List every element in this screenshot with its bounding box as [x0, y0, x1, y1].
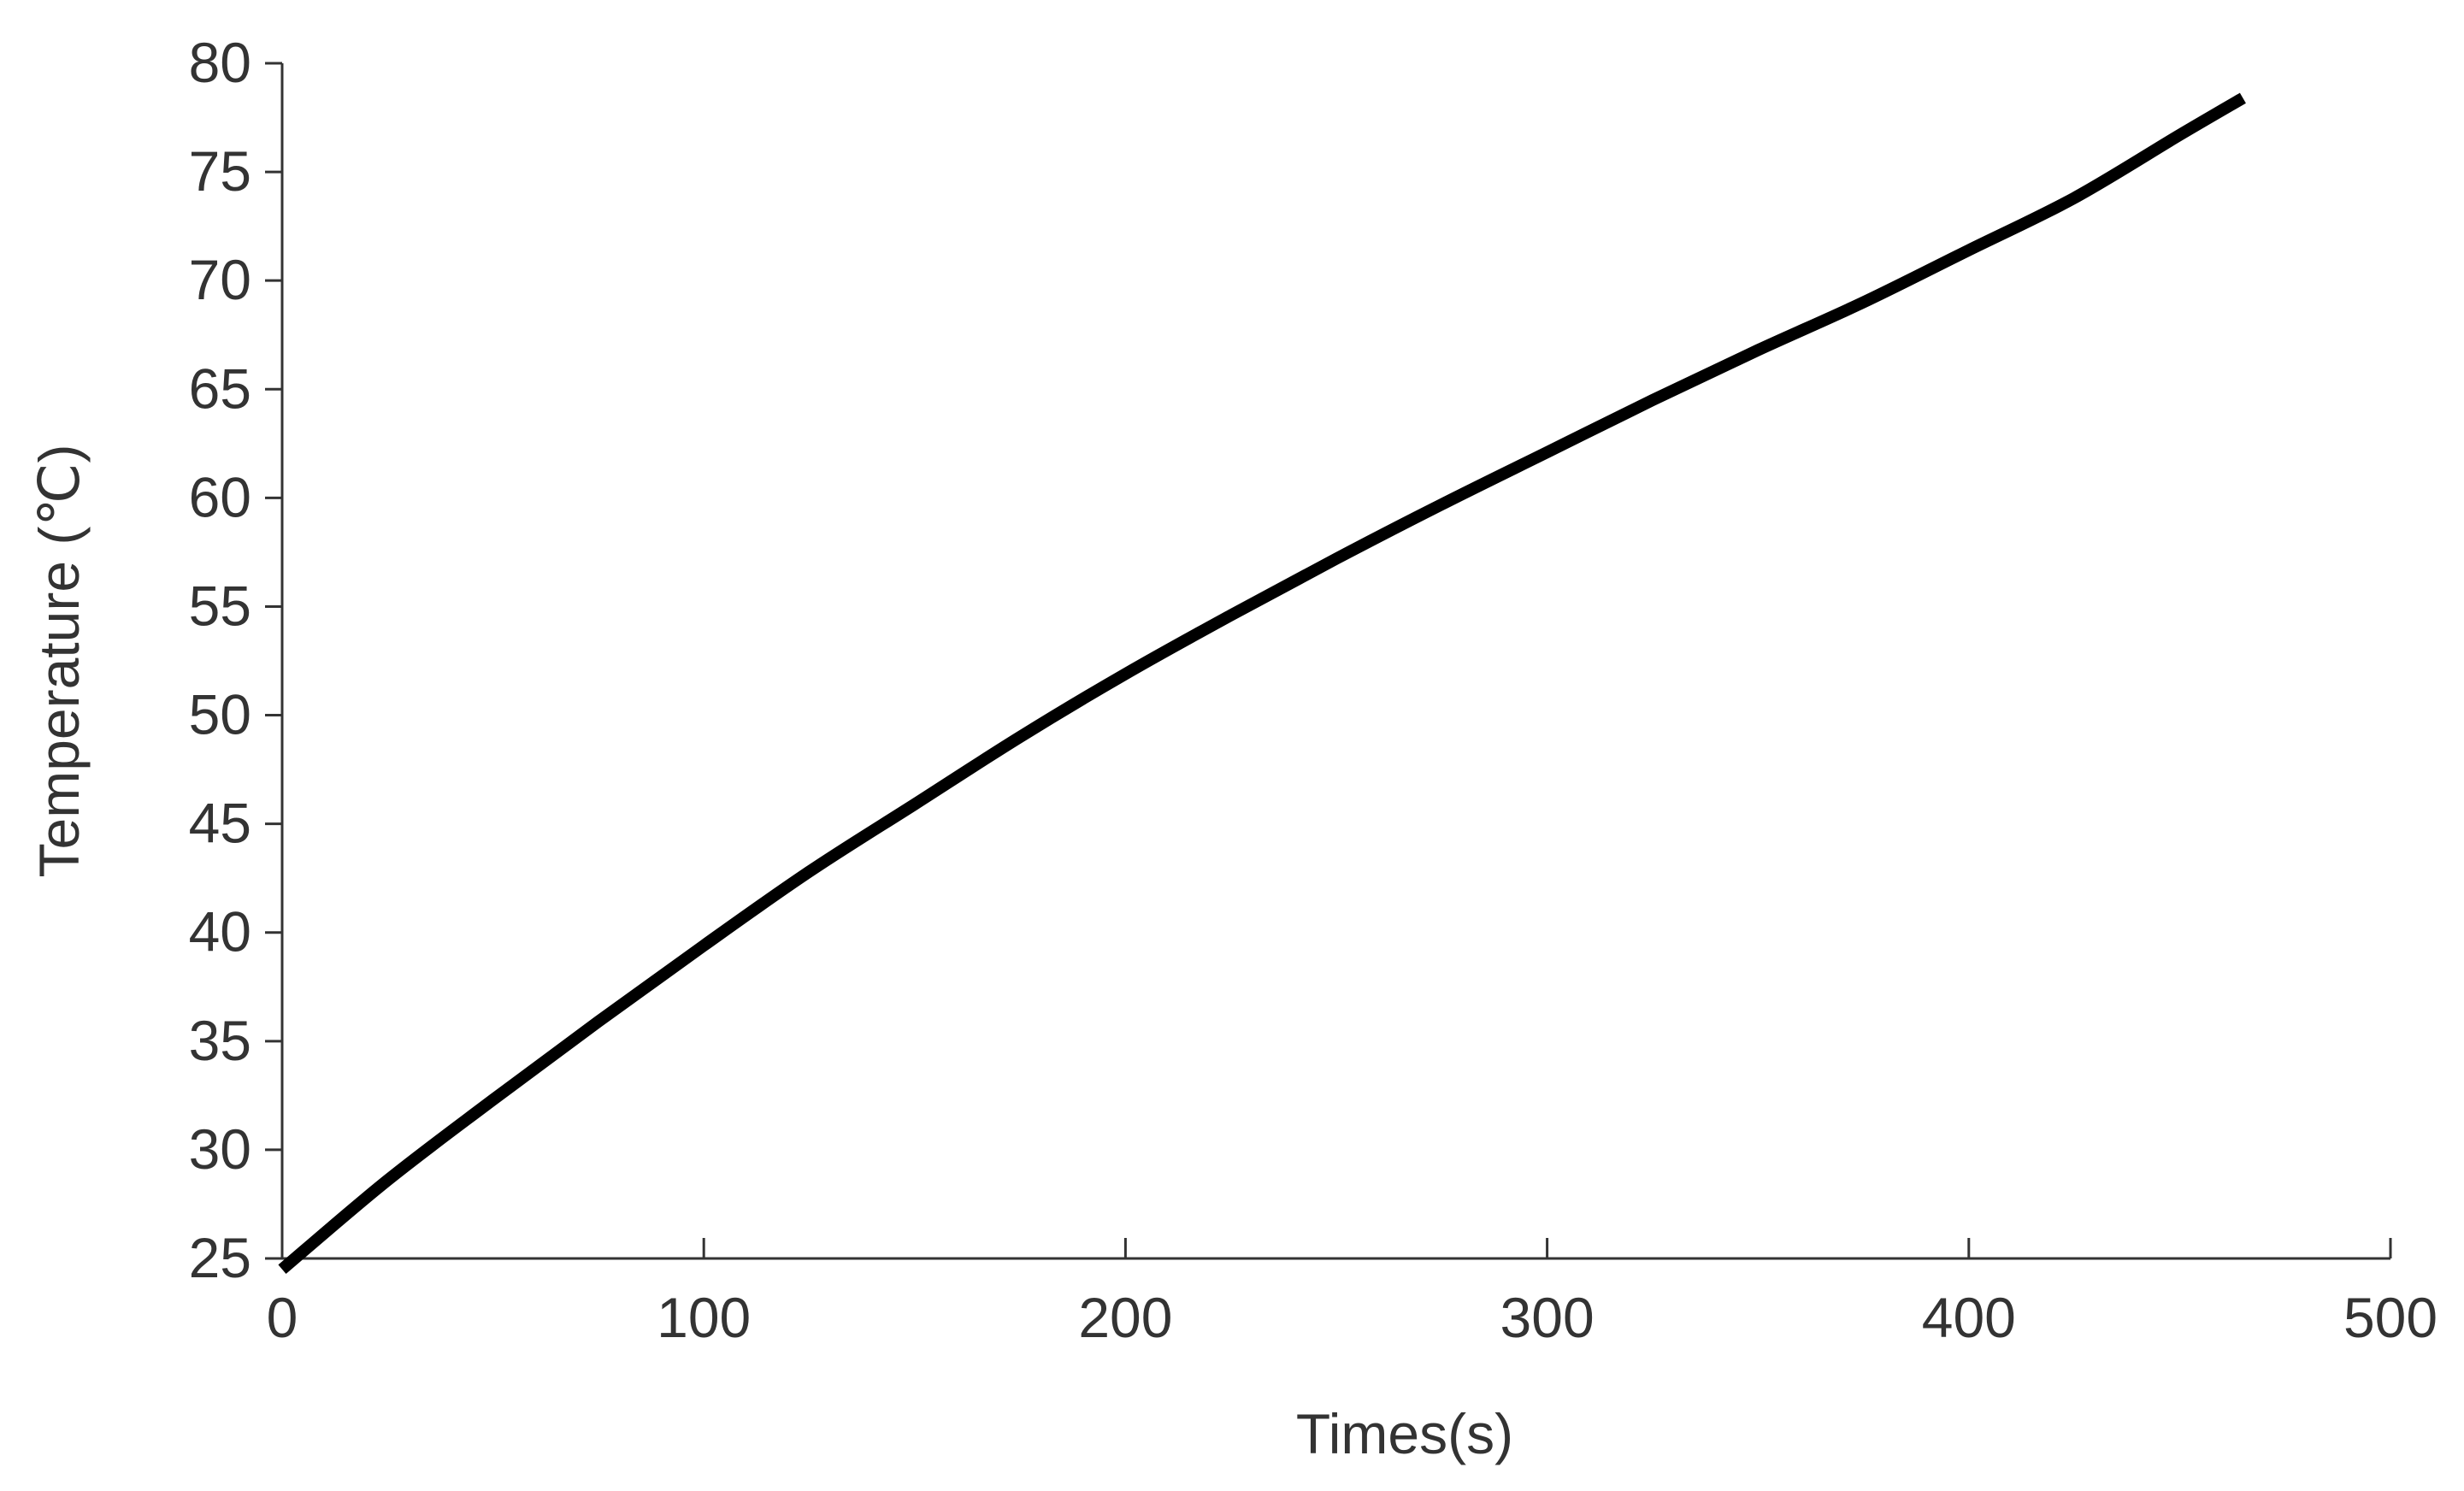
y-tick-label: 55	[189, 574, 251, 637]
temperature-series-line	[278, 92, 2246, 1275]
plot-frame	[280, 63, 2390, 1260]
series-layer	[278, 92, 2246, 1275]
x-axis-title: Times(s)	[1296, 1402, 1513, 1465]
x-axis-ticks: 0 100 200 300 400 500	[267, 1238, 2437, 1349]
y-tick-label: 25	[189, 1226, 251, 1289]
y-tick-label: 50	[189, 683, 251, 746]
y-tick-label: 40	[189, 900, 251, 964]
y-tick-label: 75	[189, 139, 251, 203]
y-tick-label: 70	[189, 248, 251, 311]
y-axis-title: Temperature (℃)	[27, 445, 91, 878]
y-axis-ticks: 25 30 35 40 45 50 55 60 65 70 75 80	[189, 31, 282, 1289]
x-tick-label: 200	[1078, 1286, 1172, 1349]
y-tick-label: 35	[189, 1009, 251, 1072]
y-tick-label: 45	[189, 792, 251, 855]
x-tick-label: 300	[1500, 1286, 1595, 1349]
y-tick-label: 80	[189, 31, 251, 94]
y-tick-label: 65	[189, 357, 251, 420]
x-tick-label: 400	[1922, 1286, 2016, 1349]
x-tick-label: 100	[657, 1286, 751, 1349]
y-tick-label: 60	[189, 465, 251, 528]
x-tick-label: 0	[267, 1286, 298, 1349]
x-tick-label: 500	[2343, 1286, 2437, 1349]
y-tick-label: 30	[189, 1117, 251, 1181]
